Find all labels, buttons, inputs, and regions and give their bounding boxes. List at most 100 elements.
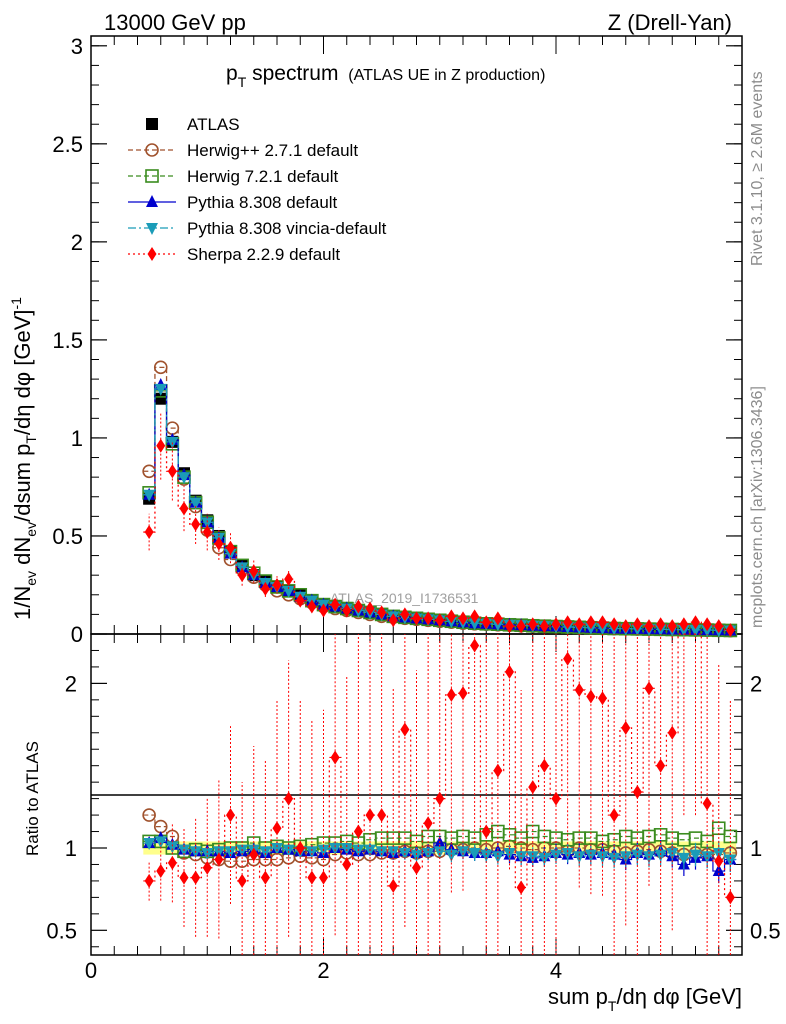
data-point: [179, 501, 189, 516]
legend-marker: [145, 169, 159, 183]
data-point: [144, 525, 154, 540]
ratio-data-point: [470, 638, 480, 653]
ratio-data-point: [435, 791, 445, 806]
data-point: [725, 623, 735, 638]
ratio-series-sherpa-2-2-9-default: [143, 633, 737, 955]
data-point: [539, 619, 549, 634]
series-line: [143, 445, 737, 631]
data-point: [319, 603, 328, 618]
ratio-data-point: [179, 870, 189, 885]
upper-y-tick-label: 1.5: [52, 328, 83, 353]
data-point: [342, 603, 352, 618]
data-point: [458, 611, 468, 626]
data-point: [191, 517, 201, 532]
ratio-data-point: [632, 785, 642, 800]
ratio-data-point: [457, 846, 469, 859]
ratio-data-point: [154, 836, 167, 849]
data-point: [714, 619, 724, 634]
data-point: [353, 599, 363, 614]
ratio-data-point: [654, 849, 667, 862]
legend-item: ATLAS: [146, 115, 240, 134]
ratio-data-point: [528, 780, 538, 795]
ratio-data-point: [586, 689, 596, 704]
x-axis-label: sum pT/dη dφ [GeV]: [548, 984, 742, 1014]
ratio-data-point: [237, 873, 247, 888]
legend-label: Pythia 8.308 vincia-default: [187, 219, 387, 238]
ratio-data-point: [201, 847, 214, 860]
ratio-data-point: [725, 890, 735, 905]
data-point: [226, 540, 235, 555]
x-tick-label: 2: [317, 958, 329, 983]
data-point: [388, 613, 398, 628]
ratio-data-point: [330, 750, 340, 765]
upper-series-layer: [142, 360, 738, 638]
ratio-data-point: [156, 864, 166, 879]
ratio-data-point: [503, 847, 516, 860]
ratio-data-point: [689, 849, 702, 862]
data-point: [201, 517, 214, 530]
data-point: [307, 599, 317, 614]
ratio-data-point: [214, 852, 224, 867]
ratio-y-ticks: 0.5 0.5 1 1 2 2: [46, 649, 781, 948]
ratio-data-point: [724, 854, 737, 867]
data-point: [481, 615, 491, 630]
data-point: [528, 617, 538, 632]
data-point: [282, 585, 295, 598]
ratio-data-point: [272, 821, 282, 836]
x-tick-label: 4: [550, 958, 562, 983]
ratio-data-point: [319, 870, 328, 885]
data-point: [202, 525, 212, 540]
ratio-data-point: [550, 849, 562, 862]
data-point: [609, 617, 619, 632]
ratio-data-point: [388, 878, 398, 893]
legend: ATLAS Herwig++ 2.7.1 default Herwig 7.2.1 …: [128, 115, 387, 264]
ratio-data-point: [260, 870, 270, 885]
data-point: [365, 601, 375, 616]
series-sherpa-2-2-9-default: [143, 411, 737, 638]
data-point: [214, 536, 224, 551]
ratio-data-point: [224, 846, 237, 859]
data-point: [644, 619, 654, 634]
ratio-data-point: [144, 873, 154, 888]
ratio-data-point: [305, 846, 318, 859]
data-point: [377, 605, 387, 620]
data-point: [621, 619, 631, 634]
ratio-data-point: [400, 722, 410, 737]
ratio-data-point: [561, 847, 574, 860]
data-point: [505, 619, 514, 634]
data-point: [586, 615, 596, 630]
ratio-data-point: [480, 849, 493, 862]
ratio-data-point: [596, 851, 609, 864]
ratio-data-point: [282, 844, 295, 857]
data-point: [551, 617, 561, 632]
ratio-data-point: [516, 880, 526, 895]
ratio-data-point: [410, 849, 423, 862]
series-line: [143, 388, 737, 632]
ratio-y-axis-label: Ratio to ATLAS: [23, 741, 42, 856]
legend-marker: [146, 118, 158, 130]
ratio-data-point: [387, 846, 400, 859]
ratio-data-point: [505, 664, 514, 679]
ratio-data-point: [412, 860, 421, 875]
ratio-data-point: [563, 651, 573, 666]
ratio-data-point: [702, 796, 712, 811]
data-point: [632, 617, 642, 632]
legend-item: Herwig++ 2.7.1 default: [128, 141, 358, 160]
data-point: [260, 581, 270, 596]
ratio-data-point: [284, 791, 294, 806]
data-point: [470, 609, 480, 624]
upper-y-tick-label: 0: [71, 622, 83, 647]
ratio-data-point: [714, 854, 724, 869]
x-tick-label: 0: [85, 958, 97, 983]
data-point: [446, 609, 456, 624]
ratio-data-point: [353, 824, 363, 839]
data-point: [702, 617, 712, 632]
ratio-data-point: [621, 720, 631, 735]
ratio-data-point: [375, 846, 388, 859]
ratio-data-point: [295, 841, 305, 855]
upper-y-axis-label: 1/Nev dNev/dsum pT/dη dφ [GeV]-1: [8, 297, 39, 620]
ratio-data-point: [539, 758, 549, 773]
data-point: [423, 611, 433, 626]
legend-label: ATLAS: [187, 115, 240, 134]
